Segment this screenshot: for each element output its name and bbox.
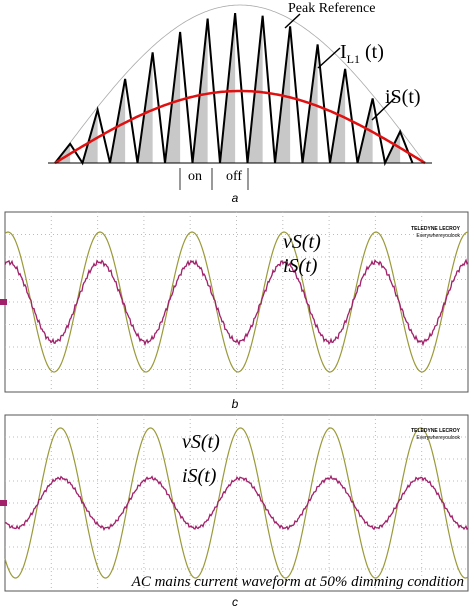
channel-marker <box>0 299 7 305</box>
logo-tagline: Everywhereyoulook <box>416 435 460 441</box>
inductor-sub: L1 <box>347 52 360 66</box>
voltage-trace <box>4 231 469 373</box>
caption-c: c <box>232 595 238 609</box>
inductor-suffix: (t) <box>360 41 384 63</box>
scope-traces <box>0 415 469 591</box>
peak-reference <box>54 4 426 164</box>
annotation: AC mains current waveform at 50% dimming… <box>131 574 464 590</box>
caption-a: a <box>232 191 239 205</box>
voltage-label: vS(t) <box>182 431 220 453</box>
inductor-label: IL1 (t) <box>340 41 384 66</box>
arrow <box>371 97 396 121</box>
logo-brand: TELEDYNE LECROY <box>411 428 461 434</box>
current-label: iS(t) <box>283 255 318 277</box>
panel-a <box>48 4 432 190</box>
source-current-label: iS(t) <box>385 86 421 108</box>
panel-b <box>4 211 469 393</box>
arrow <box>317 47 341 69</box>
current-trace <box>4 474 469 531</box>
inductor-main: I <box>340 41 347 63</box>
current-label: iS(t) <box>182 465 217 487</box>
off-label: off <box>226 169 242 184</box>
on-label: on <box>188 169 202 184</box>
source-current <box>54 89 426 165</box>
scope-traces <box>0 212 469 392</box>
logo-tagline: Everywhereyoulook <box>416 233 460 239</box>
logo-brand: TELEDYNE LECROY <box>411 226 461 232</box>
voltage-trace <box>4 427 469 579</box>
arrow <box>284 13 301 29</box>
peak-label: Peak Reference <box>288 1 375 16</box>
channel-marker <box>0 500 7 506</box>
caption-b: b <box>232 397 239 411</box>
voltage-label: vS(t) <box>283 231 321 253</box>
current-trace <box>4 258 469 347</box>
switching-waveform <box>48 4 432 167</box>
scope-frame <box>4 211 469 393</box>
inductor-current <box>54 13 414 167</box>
